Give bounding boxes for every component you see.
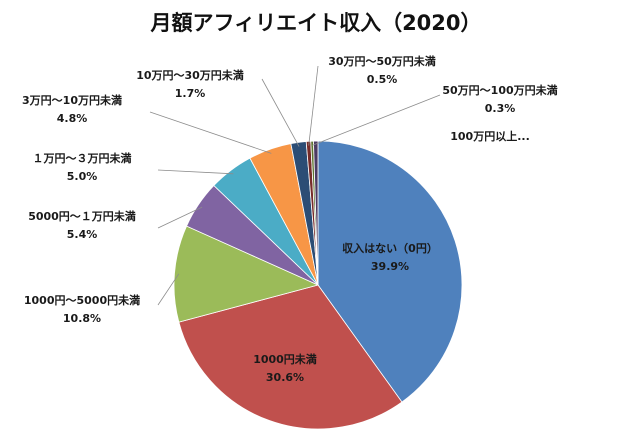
slice-value-0: 39.9% [371,260,409,273]
slice-label-5: 3万円～10万円未満 [22,93,122,107]
slice-value-7: 0.5% [367,73,398,86]
slice-value-4: 5.0% [67,170,98,183]
leader-line-4 [157,169,234,175]
slice-label-6: 10万円～30万円未満 [136,68,244,82]
slice-value-3: 5.4% [67,228,98,241]
leader-lines [149,65,441,306]
slice-label-0: 収入はない（0円） [342,242,438,255]
pie-slices [173,140,463,430]
slice-label-8: 50万円～100万円未満 [442,83,557,97]
pie-slice-9 [313,140,319,286]
data-labels: 収入はない（0円） 39.9% 1000円未満 30.6% 1000円～5000円未満 1… [22,54,558,384]
slice-label-3: 5000円～１万円未満 [28,209,136,223]
slice-value-2: 10.8% [63,312,101,325]
leader-line-2 [157,273,180,306]
leader-line-6 [261,78,300,147]
slice-label-1: 1000円未満 [253,352,317,366]
pie-slice-2 [173,225,320,323]
slice-label-7: 30万円～50万円未満 [328,54,436,68]
slice-label-4: １万円～３万円未満 [33,151,132,165]
leader-line-5 [149,111,272,154]
slice-value-5: 4.8% [57,112,88,125]
slice-value-6: 1.7% [175,87,206,100]
chart-title: 月額アフィリエイト収入（2020） [149,11,481,35]
leader-line-7 [308,65,319,146]
leader-line-8 [312,94,441,146]
slice-label-2: 1000円～5000円未満 [24,293,140,307]
pie-slice-0 [317,140,463,403]
slice-value-8: 0.3% [485,102,516,115]
slice-value-1: 30.6% [266,371,304,384]
pie-slice-1 [178,284,403,430]
leader-line-3 [157,206,203,229]
slice-label-9: 100万円以上... [450,129,530,143]
